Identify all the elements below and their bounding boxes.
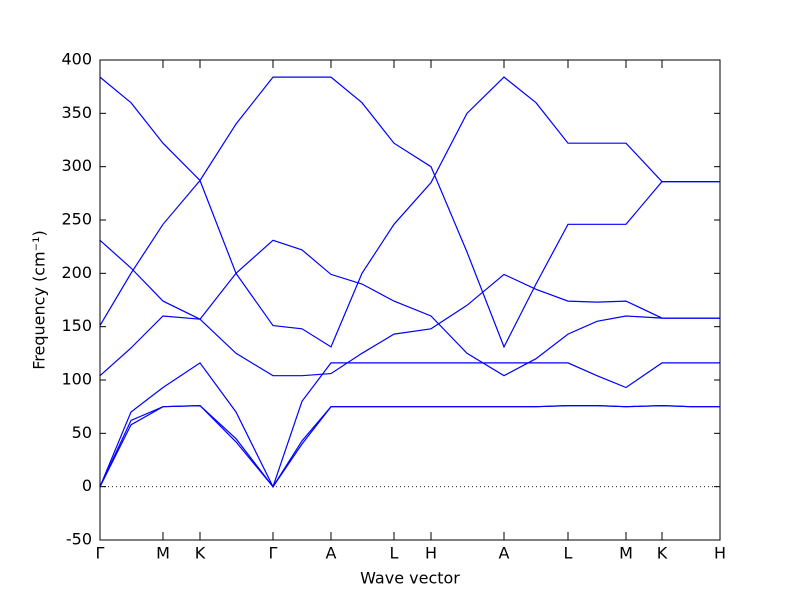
x-tick-label: L: [564, 544, 573, 563]
y-tick-label: 150: [61, 316, 92, 335]
y-tick-label: -50: [66, 530, 92, 549]
band-line: [99, 76, 720, 348]
band-line: [99, 273, 720, 377]
y-tick-label: 100: [61, 370, 92, 389]
y-tick-label: 300: [61, 156, 92, 175]
band-line: [99, 239, 720, 377]
y-tick-label: 400: [61, 50, 92, 69]
x-tick-label: K: [195, 544, 206, 563]
x-tick-label: Γ: [96, 544, 105, 563]
band-line: [99, 404, 720, 488]
x-tick-label: A: [499, 544, 510, 563]
x-tick-label: L: [390, 544, 399, 563]
y-tick-label: 200: [61, 263, 92, 282]
y-tick-label: 0: [82, 476, 92, 495]
x-axis-label: Wave vector: [360, 569, 460, 588]
x-tick-label: H: [714, 544, 726, 563]
y-tick-label: 350: [61, 103, 92, 122]
y-axis-label: Frequency (cm⁻¹): [30, 230, 49, 369]
x-tick-label: Γ: [269, 544, 278, 563]
band-line: [99, 362, 720, 489]
x-tick-label: M: [156, 544, 170, 563]
band-line: [99, 76, 720, 349]
band-line: [99, 404, 720, 488]
x-tick-label: A: [326, 544, 337, 563]
y-tick-label: 50: [72, 423, 92, 442]
plot-frame: [99, 59, 721, 541]
x-tick-label: M: [619, 544, 633, 563]
x-tick-label: H: [425, 544, 437, 563]
x-tick-label: K: [657, 544, 668, 563]
y-tick-label: 250: [61, 210, 92, 229]
